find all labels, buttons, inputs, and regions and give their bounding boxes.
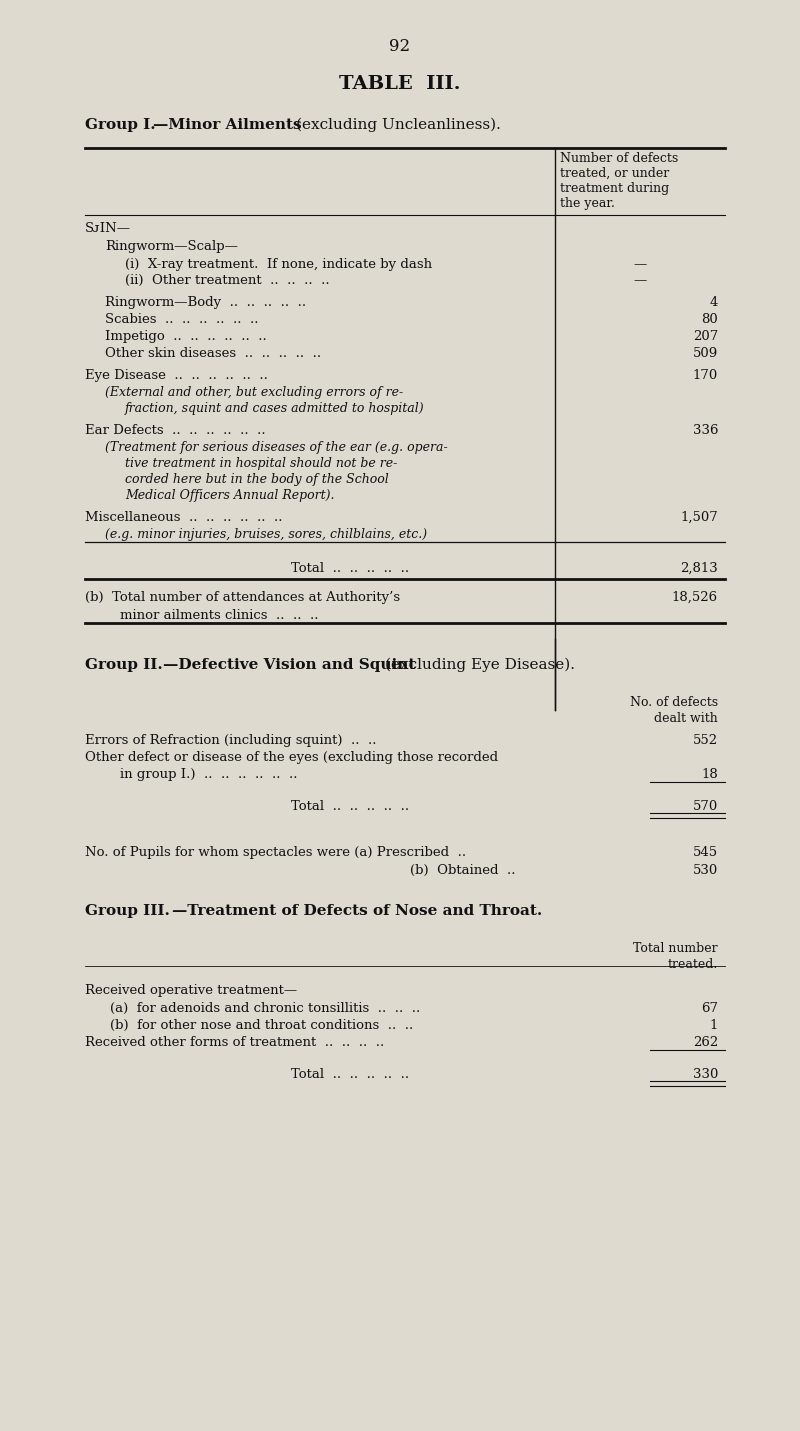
Text: 80: 80 — [702, 313, 718, 326]
Text: tive treatment in hospital should not be re-: tive treatment in hospital should not be… — [125, 456, 398, 469]
Text: (e.g. minor injuries, bruises, sores, chilblains, etc.): (e.g. minor injuries, bruises, sores, ch… — [105, 528, 427, 541]
Text: —Minor Ailments: —Minor Ailments — [153, 117, 307, 132]
Text: minor ailments clinics  ..  ..  ..: minor ailments clinics .. .. .. — [120, 610, 318, 622]
Text: treatment during: treatment during — [560, 182, 670, 195]
Text: 18: 18 — [702, 768, 718, 781]
Text: Other defect or disease of the eyes (excluding those recorded: Other defect or disease of the eyes (exc… — [85, 751, 498, 764]
Text: Received operative treatment—: Received operative treatment— — [85, 985, 297, 997]
Text: 207: 207 — [693, 331, 718, 343]
Text: 545: 545 — [693, 846, 718, 859]
Text: 1,507: 1,507 — [680, 511, 718, 524]
Text: dealt with: dealt with — [654, 713, 718, 726]
Text: (b)  Total number of attendances at Authority’s: (b) Total number of attendances at Autho… — [85, 591, 400, 604]
Text: Group II.: Group II. — [85, 658, 162, 673]
Text: 170: 170 — [693, 369, 718, 382]
Text: Miscellaneous  ..  ..  ..  ..  ..  ..: Miscellaneous .. .. .. .. .. .. — [85, 511, 282, 524]
Text: (ii)  Other treatment  ..  ..  ..  ..: (ii) Other treatment .. .. .. .. — [125, 273, 330, 288]
Text: (b)  for other nose and throat conditions  ..  ..: (b) for other nose and throat conditions… — [110, 1019, 414, 1032]
Text: (b)  Obtained  ..: (b) Obtained .. — [410, 864, 515, 877]
Text: 336: 336 — [693, 424, 718, 436]
Text: Number of defects: Number of defects — [560, 152, 678, 165]
Text: Ringworm—Scalp—: Ringworm—Scalp— — [105, 240, 238, 253]
Text: 2,813: 2,813 — [680, 562, 718, 575]
Text: No. of Pupils for whom spectacles were (a) Prescribed  ..: No. of Pupils for whom spectacles were (… — [85, 846, 466, 859]
Text: 509: 509 — [693, 346, 718, 361]
Text: Errors of Refraction (including squint)  ..  ..: Errors of Refraction (including squint) … — [85, 734, 377, 747]
Text: the year.: the year. — [560, 197, 615, 210]
Text: 92: 92 — [390, 39, 410, 54]
Text: Total  ..  ..  ..  ..  ..: Total .. .. .. .. .. — [291, 800, 409, 813]
Text: (i)  X-ray treatment.  If none, indicate by dash: (i) X-ray treatment. If none, indicate b… — [125, 258, 432, 270]
Text: Ringworm—Body  ..  ..  ..  ..  ..: Ringworm—Body .. .. .. .. .. — [105, 296, 306, 309]
Text: 1: 1 — [710, 1019, 718, 1032]
Text: 330: 330 — [693, 1068, 718, 1080]
Text: 18,526: 18,526 — [672, 591, 718, 604]
Text: (excluding Eye Disease).: (excluding Eye Disease). — [385, 658, 575, 673]
Text: 262: 262 — [693, 1036, 718, 1049]
Text: Scabies  ..  ..  ..  ..  ..  ..: Scabies .. .. .. .. .. .. — [105, 313, 258, 326]
Text: (a)  for adenoids and chronic tonsillitis  ..  ..  ..: (a) for adenoids and chronic tonsillitis… — [110, 1002, 420, 1015]
Text: fraction, squint and cases admitted to hospital): fraction, squint and cases admitted to h… — [125, 402, 425, 415]
Text: 67: 67 — [701, 1002, 718, 1015]
Text: (excluding Uncleanliness).: (excluding Uncleanliness). — [296, 117, 501, 133]
Text: 530: 530 — [693, 864, 718, 877]
Text: treated, or under: treated, or under — [560, 167, 670, 180]
Text: Group III.: Group III. — [85, 904, 170, 919]
Text: No. of defects: No. of defects — [630, 695, 718, 708]
Text: Ear Defects  ..  ..  ..  ..  ..  ..: Ear Defects .. .. .. .. .. .. — [85, 424, 266, 436]
Text: TABLE  III.: TABLE III. — [339, 74, 461, 93]
Text: Medical Officers Annual Report).: Medical Officers Annual Report). — [125, 489, 334, 502]
Text: —: — — [634, 273, 646, 288]
Text: —: — — [634, 258, 646, 270]
Text: Total  ..  ..  ..  ..  ..: Total .. .. .. .. .. — [291, 1068, 409, 1080]
Text: —Treatment of Defects of Nose and Throat.: —Treatment of Defects of Nose and Throat… — [172, 904, 542, 919]
Text: SᴊIN—: SᴊIN— — [85, 222, 131, 235]
Text: 4: 4 — [710, 296, 718, 309]
Text: Received other forms of treatment  ..  ..  ..  ..: Received other forms of treatment .. .. … — [85, 1036, 384, 1049]
Text: Group I.: Group I. — [85, 117, 156, 132]
Text: Total number: Total number — [634, 942, 718, 954]
Text: in group I.)  ..  ..  ..  ..  ..  ..: in group I.) .. .. .. .. .. .. — [120, 768, 298, 781]
Text: Impetigo  ..  ..  ..  ..  ..  ..: Impetigo .. .. .. .. .. .. — [105, 331, 266, 343]
Text: Total  ..  ..  ..  ..  ..: Total .. .. .. .. .. — [291, 562, 409, 575]
Text: 552: 552 — [693, 734, 718, 747]
Text: corded here but in the body of the School: corded here but in the body of the Schoo… — [125, 474, 389, 487]
Text: 570: 570 — [693, 800, 718, 813]
Text: (External and other, but excluding errors of re-: (External and other, but excluding error… — [105, 386, 403, 399]
Text: treated.: treated. — [668, 957, 718, 972]
Text: (Treatment for serious diseases of the ear (e.g. opera-: (Treatment for serious diseases of the e… — [105, 441, 448, 454]
Text: Other skin diseases  ..  ..  ..  ..  ..: Other skin diseases .. .. .. .. .. — [105, 346, 321, 361]
Text: —Defective Vision and Squint: —Defective Vision and Squint — [163, 658, 421, 673]
Text: Eye Disease  ..  ..  ..  ..  ..  ..: Eye Disease .. .. .. .. .. .. — [85, 369, 268, 382]
